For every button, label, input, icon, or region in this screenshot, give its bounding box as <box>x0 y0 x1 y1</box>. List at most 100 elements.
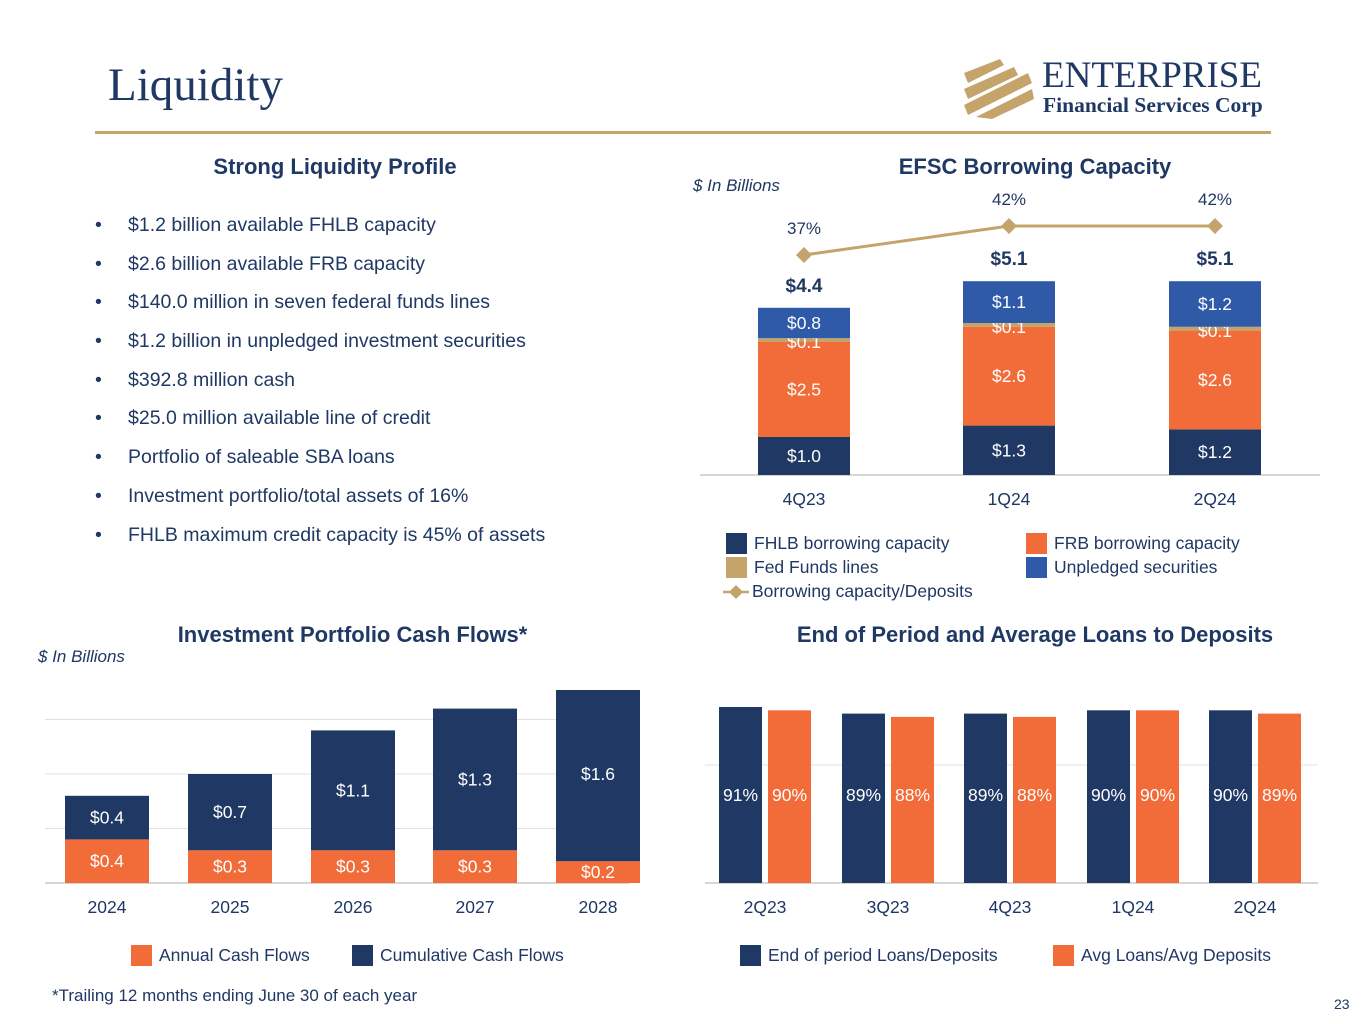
bar-segment <box>758 307 850 339</box>
legend-label: Fed Funds lines <box>754 557 879 577</box>
borrowing-capacity-chart: $1.0$2.5$0.1$0.8$4.44Q23$1.3$2.6$0.1$1.1… <box>700 190 1320 509</box>
bar-segment <box>1169 330 1261 430</box>
title-divider <box>95 131 1271 134</box>
x-tick-label: 4Q23 <box>783 489 826 509</box>
bar-segment <box>556 690 640 862</box>
total-label: $5.1 <box>1197 249 1234 270</box>
logo-mark-icon: ENTERPRISE Financial Services Corp <box>964 55 1263 119</box>
list-item: $392.8 million cash <box>95 369 545 408</box>
x-tick-label: 3Q23 <box>867 897 910 917</box>
ratio-label: 42% <box>1198 190 1232 209</box>
legend-swatch <box>1026 557 1047 578</box>
total-label: $5.1 <box>991 249 1028 270</box>
bar-segment <box>963 281 1055 323</box>
x-tick-label: 2025 <box>211 897 250 917</box>
ratio-marker <box>1207 218 1223 234</box>
bar-segment <box>188 850 272 883</box>
data-label: $0.3 <box>458 857 492 877</box>
legend-label: End of period Loans/Deposits <box>768 945 998 965</box>
bar-segment <box>556 861 640 883</box>
data-label: 89% <box>846 785 881 805</box>
bar-segment <box>963 323 1055 327</box>
bar-segment <box>311 850 395 883</box>
legend-label: FHLB borrowing capacity <box>754 533 950 553</box>
x-tick-label: 1Q24 <box>988 489 1031 509</box>
legend-label: Avg Loans/Avg Deposits <box>1081 945 1272 965</box>
data-label: $0.7 <box>213 802 247 822</box>
list-item: $1.2 billion in unpledged investment sec… <box>95 330 545 369</box>
data-label: $1.2 <box>1198 294 1232 314</box>
list-item: Investment portfolio/total assets of 16% <box>95 485 545 524</box>
x-tick-label: 2027 <box>456 897 495 917</box>
legend-ratio-line: Borrowing capacity/Deposits <box>723 581 973 602</box>
x-tick-label: 2024 <box>88 897 127 917</box>
ratio-marker <box>796 247 812 263</box>
x-tick-label: 2026 <box>334 897 373 917</box>
legend-end-of-period: End of period Loans/Deposits <box>740 945 998 966</box>
bar-segment <box>188 774 272 851</box>
x-tick-label: 2028 <box>579 897 618 917</box>
data-label: 90% <box>1213 785 1248 805</box>
bar-segment <box>963 425 1055 475</box>
logo-wordmark: ENTERPRISE <box>1042 55 1262 96</box>
cashflow-units-label: $ In Billions <box>38 647 125 666</box>
footnote: *Trailing 12 months ending June 30 of ea… <box>52 986 418 1005</box>
bar-segment <box>311 730 395 851</box>
data-label: $1.0 <box>787 446 821 466</box>
ratio-label: 42% <box>992 190 1026 209</box>
list-item: $25.0 million available line of credit <box>95 407 545 446</box>
list-item: FHLB maximum credit capacity is 45% of a… <box>95 524 545 563</box>
bar-segment <box>758 342 850 437</box>
logo-subtitle: Financial Services Corp <box>1043 93 1263 117</box>
ratio-marker <box>1001 218 1017 234</box>
bar <box>1209 710 1252 883</box>
bar <box>842 713 885 883</box>
legend-label: Borrowing capacity/Deposits <box>752 581 973 601</box>
bar <box>1258 713 1301 883</box>
x-tick-label: 2Q24 <box>1234 897 1277 917</box>
data-label: $0.8 <box>787 313 821 333</box>
legend-swatch <box>131 945 152 966</box>
list-item: $2.6 billion available FRB capacity <box>95 253 545 292</box>
loans-chart-title: End of Period and Average Loans to Depos… <box>796 622 1274 647</box>
bar-segment <box>758 338 850 342</box>
data-label: 90% <box>1140 785 1175 805</box>
data-label: $0.4 <box>90 808 124 828</box>
ratio-label: 37% <box>787 219 821 238</box>
bar-segment <box>1169 429 1261 475</box>
data-label: 89% <box>1262 785 1297 805</box>
borrowing-chart-title: EFSC Borrowing Capacity <box>898 154 1172 179</box>
legend-swatch <box>740 945 761 966</box>
legend-swatch <box>1053 945 1074 966</box>
list-item: $140.0 million in seven federal funds li… <box>95 291 545 330</box>
legend-fed-funds: Fed Funds lines <box>726 557 879 578</box>
bar <box>1087 710 1130 883</box>
bar <box>1013 716 1056 883</box>
company-logo: ENTERPRISE Financial Services Corp <box>962 55 1274 123</box>
x-tick-label: 2Q23 <box>744 897 787 917</box>
bar <box>964 713 1007 883</box>
legend-swatch <box>1026 533 1047 554</box>
data-label: 88% <box>895 785 930 805</box>
data-label: 90% <box>1091 785 1126 805</box>
borrowing-units-label: $ In Billions <box>693 176 780 195</box>
page-title: Liquidity <box>108 59 283 111</box>
list-item: Portfolio of saleable SBA loans <box>95 446 545 485</box>
list-item: $1.2 billion available FHLB capacity <box>95 214 545 253</box>
legend-fhlb: FHLB borrowing capacity <box>726 533 950 554</box>
legend-label: Annual Cash Flows <box>159 945 310 965</box>
x-tick-label: 2Q24 <box>1194 489 1237 509</box>
x-tick-label: 1Q24 <box>1112 897 1155 917</box>
legend-annual: Annual Cash Flows <box>131 945 310 966</box>
data-label: $2.5 <box>787 380 821 400</box>
loans-to-deposits-chart: 91% 90% 2Q23 89% 88% 3Q23 89% 88% 4Q23 90% 90% 1Q24… <box>705 707 1318 917</box>
bar <box>768 710 811 883</box>
data-label: 88% <box>1017 785 1052 805</box>
bar <box>1136 710 1179 883</box>
bar-segment <box>1169 326 1261 331</box>
data-label: $1.2 <box>1198 442 1232 462</box>
diamond-line-icon <box>723 585 749 599</box>
legend-swatch <box>726 533 747 554</box>
liquidity-profile-list: $1.2 billion available FHLB capacity $2.… <box>95 214 545 562</box>
bar-segment <box>65 839 149 883</box>
